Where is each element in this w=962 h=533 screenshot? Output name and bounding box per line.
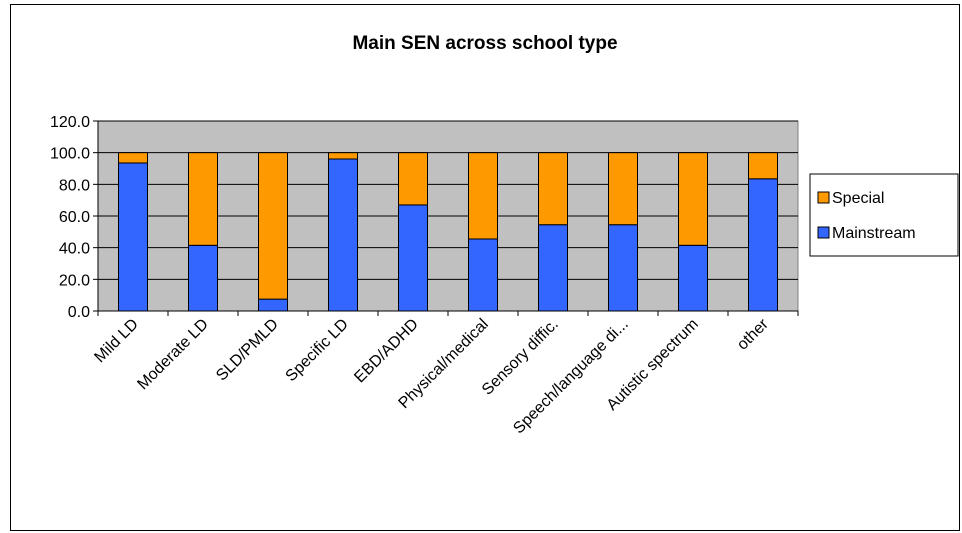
y-tick-label: 0.0	[68, 304, 90, 321]
chart-frame: Main SEN across school type 0.0 20.0 40.0 6…	[10, 4, 960, 531]
y-tick-label: 40.0	[59, 241, 90, 258]
bar-mainstream	[748, 178, 778, 312]
y-tick-label: 80.0	[59, 177, 90, 194]
x-tick-label: Speech/language di...	[510, 316, 631, 437]
bar-special	[538, 152, 568, 226]
legend-label-special: Special	[832, 190, 884, 207]
bar-special	[748, 152, 778, 180]
legend: Special Mainstream	[809, 173, 959, 257]
x-tick-label: Specific LD	[283, 316, 352, 385]
bar-special	[398, 152, 428, 206]
bar-mainstream	[678, 244, 708, 312]
bar-special	[118, 152, 148, 164]
legend-label-mainstream: Mainstream	[832, 225, 916, 242]
legend-box	[809, 173, 959, 257]
x-tick-label: other	[734, 315, 772, 353]
y-tick-label: 120.0	[50, 114, 90, 131]
bar-mainstream	[398, 204, 428, 312]
x-tick-label: Moderate LD	[134, 316, 211, 393]
bar-mainstream	[118, 162, 148, 312]
y-tick-label: 20.0	[59, 272, 90, 289]
bar-special	[258, 152, 288, 300]
chart-title: Main SEN across school type	[352, 33, 617, 54]
bar-mainstream	[538, 224, 568, 312]
bar-special	[678, 152, 708, 246]
legend-swatch-special	[817, 191, 830, 204]
y-tick-label: 60.0	[59, 209, 90, 226]
x-tick-label: SLD/PMLD	[213, 316, 282, 385]
legend-swatch-mainstream	[817, 226, 830, 239]
chart-svg: Main SEN across school type 0.0 20.0 40.0 6…	[50, 33, 959, 437]
bar-mainstream	[608, 224, 638, 312]
x-tick-label: EBD/ADHD	[351, 316, 421, 386]
bar-special	[608, 152, 638, 226]
plot-area: 0.0 20.0 40.0 60.0 80.0 100.0 120.0 Mild LDMode…	[50, 114, 799, 437]
x-tick-label: Mild LD	[91, 316, 141, 366]
bar-mainstream	[188, 244, 218, 312]
bar-special	[328, 152, 358, 160]
bar-special	[188, 152, 218, 246]
bar-mainstream	[328, 158, 358, 312]
y-tick-label: 100.0	[50, 146, 90, 163]
bar-mainstream	[468, 238, 498, 312]
bar-special	[468, 152, 498, 240]
bar-mainstream	[258, 298, 288, 312]
